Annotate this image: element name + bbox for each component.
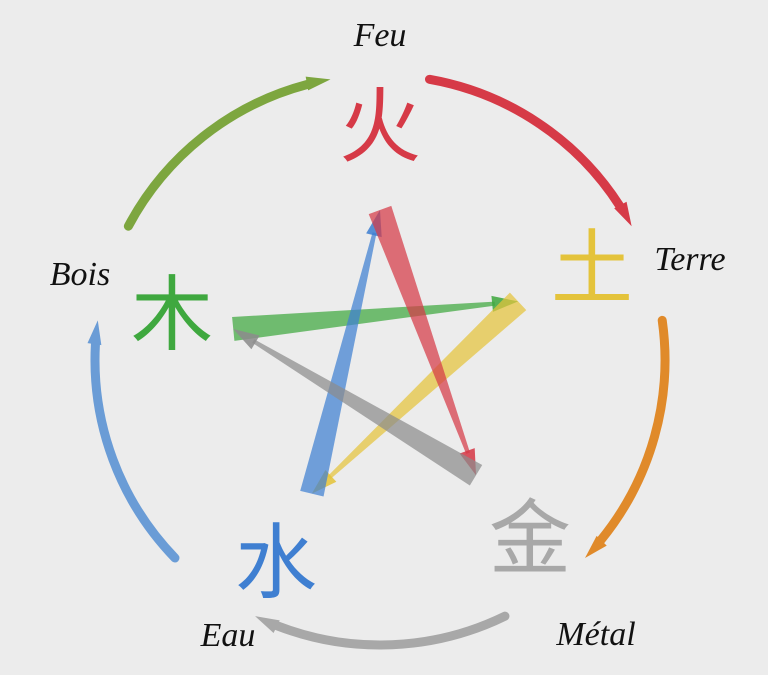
glyph-terre: 土 [551,229,633,311]
label-bois: Bois [50,258,110,292]
star-eau-to-feu [300,232,376,496]
arc-terre-to-metal [601,320,665,540]
arc-feu-to-terre [429,79,619,205]
arc-arrowhead-metal-to-eau [255,616,280,633]
arc-bois-to-feu [128,84,307,226]
glyph-bois: 木 [131,275,213,357]
arc-arrowhead-eau-to-bois [88,320,102,345]
label-eau: Eau [201,619,256,653]
arc-eau-to-bois [95,344,175,558]
glyph-feu: 火 [339,87,421,169]
arc-metal-to-eau [277,616,505,645]
glyph-metal: 金 [489,499,571,581]
label-terre: Terre [654,243,725,277]
label-feu: Feu [354,19,407,53]
label-metal: Métal [556,618,635,652]
arc-arrowhead-bois-to-feu [306,77,331,91]
glyph-eau: 水 [235,523,317,605]
five-elements-diagram: 火土金 水 木 Feu Terre Métal Eau Bois [0,0,768,675]
star-bois-to-terre [232,302,495,341]
